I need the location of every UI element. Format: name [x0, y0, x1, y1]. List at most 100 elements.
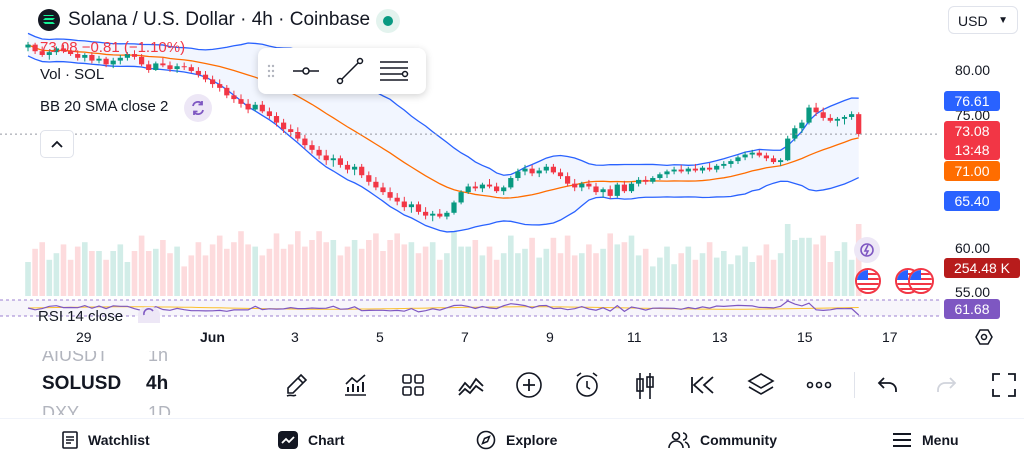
- add-icon[interactable]: [514, 370, 544, 400]
- volume-bar: [60, 244, 67, 296]
- nav-menu[interactable]: Menu: [892, 429, 959, 451]
- nav-watchlist[interactable]: Watchlist: [62, 429, 150, 451]
- symbol-prev[interactable]: AIUSDT: [42, 351, 109, 365]
- alert-icon[interactable]: [572, 370, 602, 400]
- candle-body: [288, 129, 294, 132]
- candle: [479, 182, 485, 193]
- symbol-next[interactable]: DXY: [42, 403, 80, 415]
- candle-body: [628, 183, 635, 192]
- collapse-legend-button[interactable]: [40, 130, 74, 158]
- candle-body: [579, 183, 585, 188]
- redo-icon[interactable]: [931, 370, 961, 400]
- indicator-refresh-icon[interactable]: [184, 94, 212, 122]
- candle-body: [664, 171, 670, 175]
- nav-explore-label: Explore: [506, 432, 558, 448]
- bb-lower-line: [27, 55, 859, 233]
- symbol-title[interactable]: Solana / U.S. Dollar · 4h · Coinbase: [68, 9, 371, 30]
- candle: [89, 52, 95, 64]
- candle-body: [39, 51, 45, 55]
- volume-bar: [124, 262, 131, 296]
- templates-icon[interactable]: [398, 370, 428, 400]
- date-tick: 17: [882, 329, 898, 345]
- volume-bar: [53, 253, 60, 296]
- indicators-icon[interactable]: [340, 370, 370, 400]
- candle-body: [60, 48, 67, 52]
- volume-bar: [202, 255, 209, 296]
- candle: [451, 200, 457, 215]
- date-tick: 5: [376, 329, 384, 345]
- candle-body: [96, 58, 102, 61]
- trend-line-icon[interactable]: [328, 48, 372, 94]
- more-icon[interactable]: [804, 370, 834, 400]
- interval-current[interactable]: 4h: [146, 373, 169, 394]
- volume-bar: [749, 262, 755, 296]
- us-event-flag-icon[interactable]: [855, 268, 881, 294]
- candle: [408, 201, 414, 213]
- candle: [664, 169, 670, 179]
- volume-bar: [657, 257, 663, 296]
- candle-body: [508, 178, 514, 188]
- interval-next[interactable]: 1D: [148, 403, 172, 415]
- compare-icon[interactable]: [456, 370, 486, 400]
- candle: [849, 111, 855, 120]
- drag-handle-icon[interactable]: [258, 48, 284, 94]
- candle-body: [82, 54, 88, 58]
- candle-body: [146, 64, 152, 70]
- nav-chart[interactable]: Chart: [278, 429, 345, 451]
- candle-body: [245, 103, 251, 110]
- candle-body: [827, 117, 833, 121]
- volume-bar: [635, 255, 642, 296]
- candle-body: [593, 186, 599, 193]
- fib-retracement-icon[interactable]: [372, 48, 416, 94]
- candle: [614, 182, 620, 198]
- layers-icon[interactable]: [746, 370, 776, 400]
- price-chart[interactable]: [0, 0, 940, 325]
- candle: [437, 209, 443, 219]
- candle: [245, 99, 251, 114]
- fullscreen-icon[interactable]: [989, 370, 1019, 400]
- candle-body: [352, 166, 358, 170]
- symbol-picker[interactable]: AIUSDT 1h SOLUSD 4h DXY 1D: [0, 351, 1024, 415]
- pencil-icon[interactable]: [282, 370, 312, 400]
- candle-body: [415, 204, 422, 212]
- currency-select[interactable]: USD ▼: [948, 6, 1018, 34]
- candle-body: [678, 169, 684, 172]
- volume-bar: [820, 235, 826, 296]
- rsi-legend[interactable]: RSI 14 close: [38, 308, 124, 325]
- symbol-current[interactable]: SOLUSD: [42, 373, 122, 394]
- volume-bar: [451, 231, 457, 296]
- date-tick: 9: [546, 329, 554, 345]
- rsi-refresh-icon[interactable]: [138, 307, 160, 323]
- volume-bar: [437, 259, 443, 296]
- drawing-floating-toolbar: [258, 48, 426, 94]
- nav-explore[interactable]: Explore: [476, 429, 557, 451]
- volume-bar: [621, 242, 628, 296]
- candle: [195, 67, 201, 78]
- volume-bar: [295, 231, 301, 296]
- date-tick: 7: [461, 329, 469, 345]
- candle-body: [259, 104, 265, 112]
- chart-settings-icon[interactable]: [973, 326, 995, 348]
- interval-prev[interactable]: 1h: [148, 351, 169, 365]
- bollinger-legend[interactable]: BB 20 SMA close 2: [40, 98, 169, 115]
- candle-body: [458, 192, 464, 203]
- candle: [160, 57, 166, 68]
- candle-body: [707, 167, 713, 170]
- bb-upper-tag: 76.61: [944, 91, 1000, 111]
- candle: [68, 47, 74, 56]
- horizontal-ray-icon[interactable]: [284, 48, 328, 94]
- volume-bar: [195, 242, 202, 296]
- replay-icon[interactable]: [688, 370, 718, 400]
- candle: [515, 168, 521, 181]
- candle: [621, 180, 627, 194]
- candle: [266, 107, 272, 119]
- candle-style-icon[interactable]: [630, 370, 660, 400]
- nav-community[interactable]: Community: [668, 429, 777, 451]
- volume-legend[interactable]: Vol · SOL: [40, 66, 105, 83]
- undo-icon[interactable]: [873, 370, 903, 400]
- us-event-flag-icon[interactable]: [908, 268, 934, 294]
- currency-value: USD: [958, 13, 988, 29]
- quick-alert-icon[interactable]: [854, 237, 880, 263]
- candle: [565, 172, 571, 187]
- volume-bar: [465, 246, 471, 296]
